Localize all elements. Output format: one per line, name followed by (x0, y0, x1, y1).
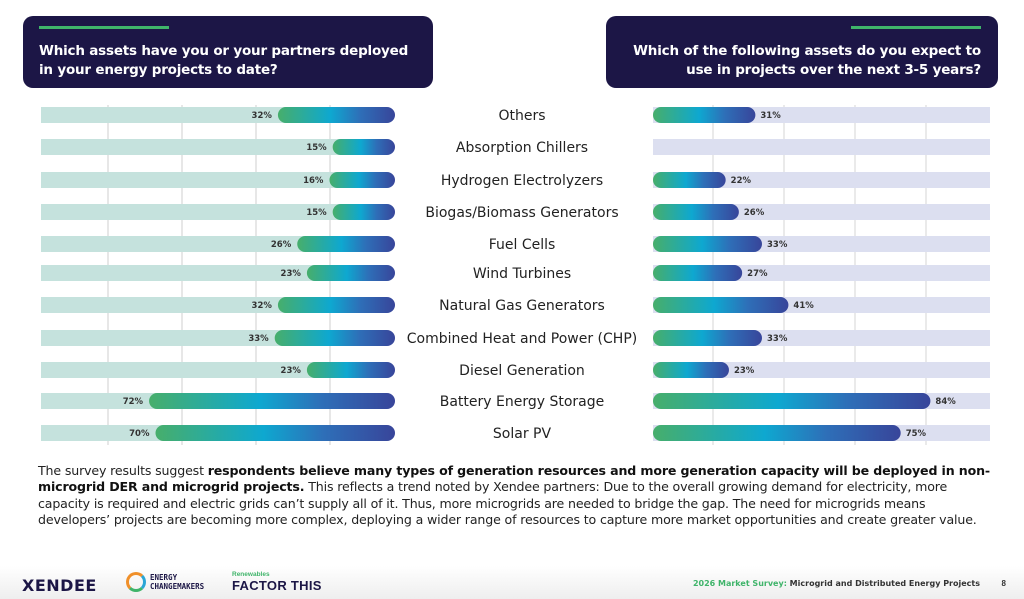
left-bar (277, 107, 395, 123)
left-value-label: 15% (306, 143, 327, 153)
factor-this-logo: Renewables FACTOR THIS (232, 571, 322, 593)
right-value-label: 31% (760, 111, 781, 121)
right-track (653, 362, 990, 378)
right-bar (653, 425, 901, 441)
left-track (41, 265, 387, 281)
left-bar (149, 393, 395, 409)
right-value-label: 26% (744, 208, 765, 218)
right-value-label: 33% (767, 240, 788, 250)
left-question-text: Which assets have you or your partners d… (39, 43, 409, 78)
left-value-label: 15% (306, 208, 327, 218)
right-bar (653, 236, 762, 252)
right-question-header: Which of the following assets do you exp… (606, 16, 998, 88)
category-label: Diesel Generation (459, 363, 585, 379)
summary-rest: This reflects a trend noted by Xendee pa… (38, 479, 977, 528)
category-label: Natural Gas Generators (439, 298, 605, 314)
left-track (41, 172, 387, 188)
left-value-label: 23% (281, 366, 302, 376)
page-number: 8 (1001, 579, 1006, 588)
left-track (41, 204, 387, 220)
right-value-label: 33% (767, 334, 788, 344)
ec-line2: CHANGEMAKERS (150, 581, 205, 591)
ec-line1: ENERGY (150, 573, 178, 582)
right-bar (653, 204, 739, 220)
left-value-label: 26% (271, 240, 292, 250)
category-label: Absorption Chillers (456, 140, 588, 156)
right-bar (653, 330, 762, 346)
left-bar (277, 297, 395, 313)
accent-line (851, 26, 981, 29)
right-bar (653, 362, 729, 378)
right-value-label: 27% (747, 269, 768, 279)
footer-survey-title: 2026 Market Survey: Microgrid and Distri… (693, 579, 980, 588)
category-label: Hydrogen Electrolyzers (441, 173, 603, 189)
survey-year-label: 2026 Market Survey: (692, 579, 787, 588)
category-label: Solar PV (493, 426, 552, 442)
left-bar (329, 172, 395, 188)
left-bar (155, 425, 395, 441)
left-bar (332, 139, 395, 155)
footer: XENDEE ENERGY CHANGEMAKERS Renewables FAC… (0, 566, 1024, 599)
right-value-label: 41% (793, 301, 814, 311)
right-bar (653, 393, 931, 409)
left-value-label: 16% (303, 176, 324, 186)
left-track (41, 139, 387, 155)
right-value-label: 84% (935, 397, 956, 407)
category-label: Fuel Cells (489, 237, 556, 253)
left-value-label: 23% (281, 269, 302, 279)
ft-small: Renewables (232, 571, 270, 578)
left-value-label: 32% (252, 111, 273, 121)
left-bar (274, 330, 395, 346)
right-bar (653, 265, 743, 281)
right-bar (653, 107, 756, 123)
left-value-label: 72% (123, 397, 144, 407)
left-bar (306, 265, 395, 281)
category-label: Wind Turbines (473, 266, 571, 282)
right-bar (653, 297, 789, 313)
left-value-label: 70% (129, 429, 150, 439)
left-bar (306, 362, 395, 378)
ft-big: FACTOR THIS (232, 578, 322, 593)
right-track (653, 172, 990, 188)
right-bar (653, 172, 726, 188)
energy-changemakers-logo: ENERGY CHANGEMAKERS (126, 572, 226, 594)
accent-line (39, 26, 169, 29)
right-value-label: 23% (734, 366, 755, 376)
right-track (653, 139, 990, 155)
left-value-label: 32% (252, 301, 273, 311)
left-bar (332, 204, 395, 220)
left-bars: 32% 15% 16% 15% 26% 23% 32% 33% 23% 72% 70% (41, 107, 395, 441)
summary-paragraph: The survey results suggest respondents b… (38, 463, 998, 529)
survey-title: Microgrid and Distributed Energy Project… (786, 579, 980, 588)
category-label: Combined Heat and Power (CHP) (407, 331, 637, 347)
category-label: Biogas/Biomass Generators (425, 205, 618, 221)
right-question-text: Which of the following assets do you exp… (633, 43, 981, 78)
butterfly-bar-chart: 32% 15% 16% 15% 26% 23% 32% 33% 23% 72% 70% 31% 22%… (41, 105, 990, 445)
left-value-label: 33% (248, 334, 269, 344)
right-bars: 31% 22% 26% 33% 27% 41% 33% 23% 84% 75% (653, 107, 990, 441)
right-value-label: 75% (906, 429, 927, 439)
left-question-header: Which assets have you or your partners d… (23, 16, 433, 88)
category-label: Battery Energy Storage (440, 394, 605, 410)
right-value-label: 22% (731, 176, 752, 186)
summary-bold: respondents believe many types of genera… (38, 463, 990, 495)
left-track (41, 362, 387, 378)
left-bar (297, 236, 395, 252)
category-labels: Others Absorption Chillers Hydrogen Electr… (407, 108, 637, 442)
xendee-logo: XENDEE (22, 576, 97, 595)
swirl-icon (126, 572, 146, 592)
summary-intro: The survey results suggest (38, 463, 208, 478)
category-label: Others (498, 108, 545, 124)
